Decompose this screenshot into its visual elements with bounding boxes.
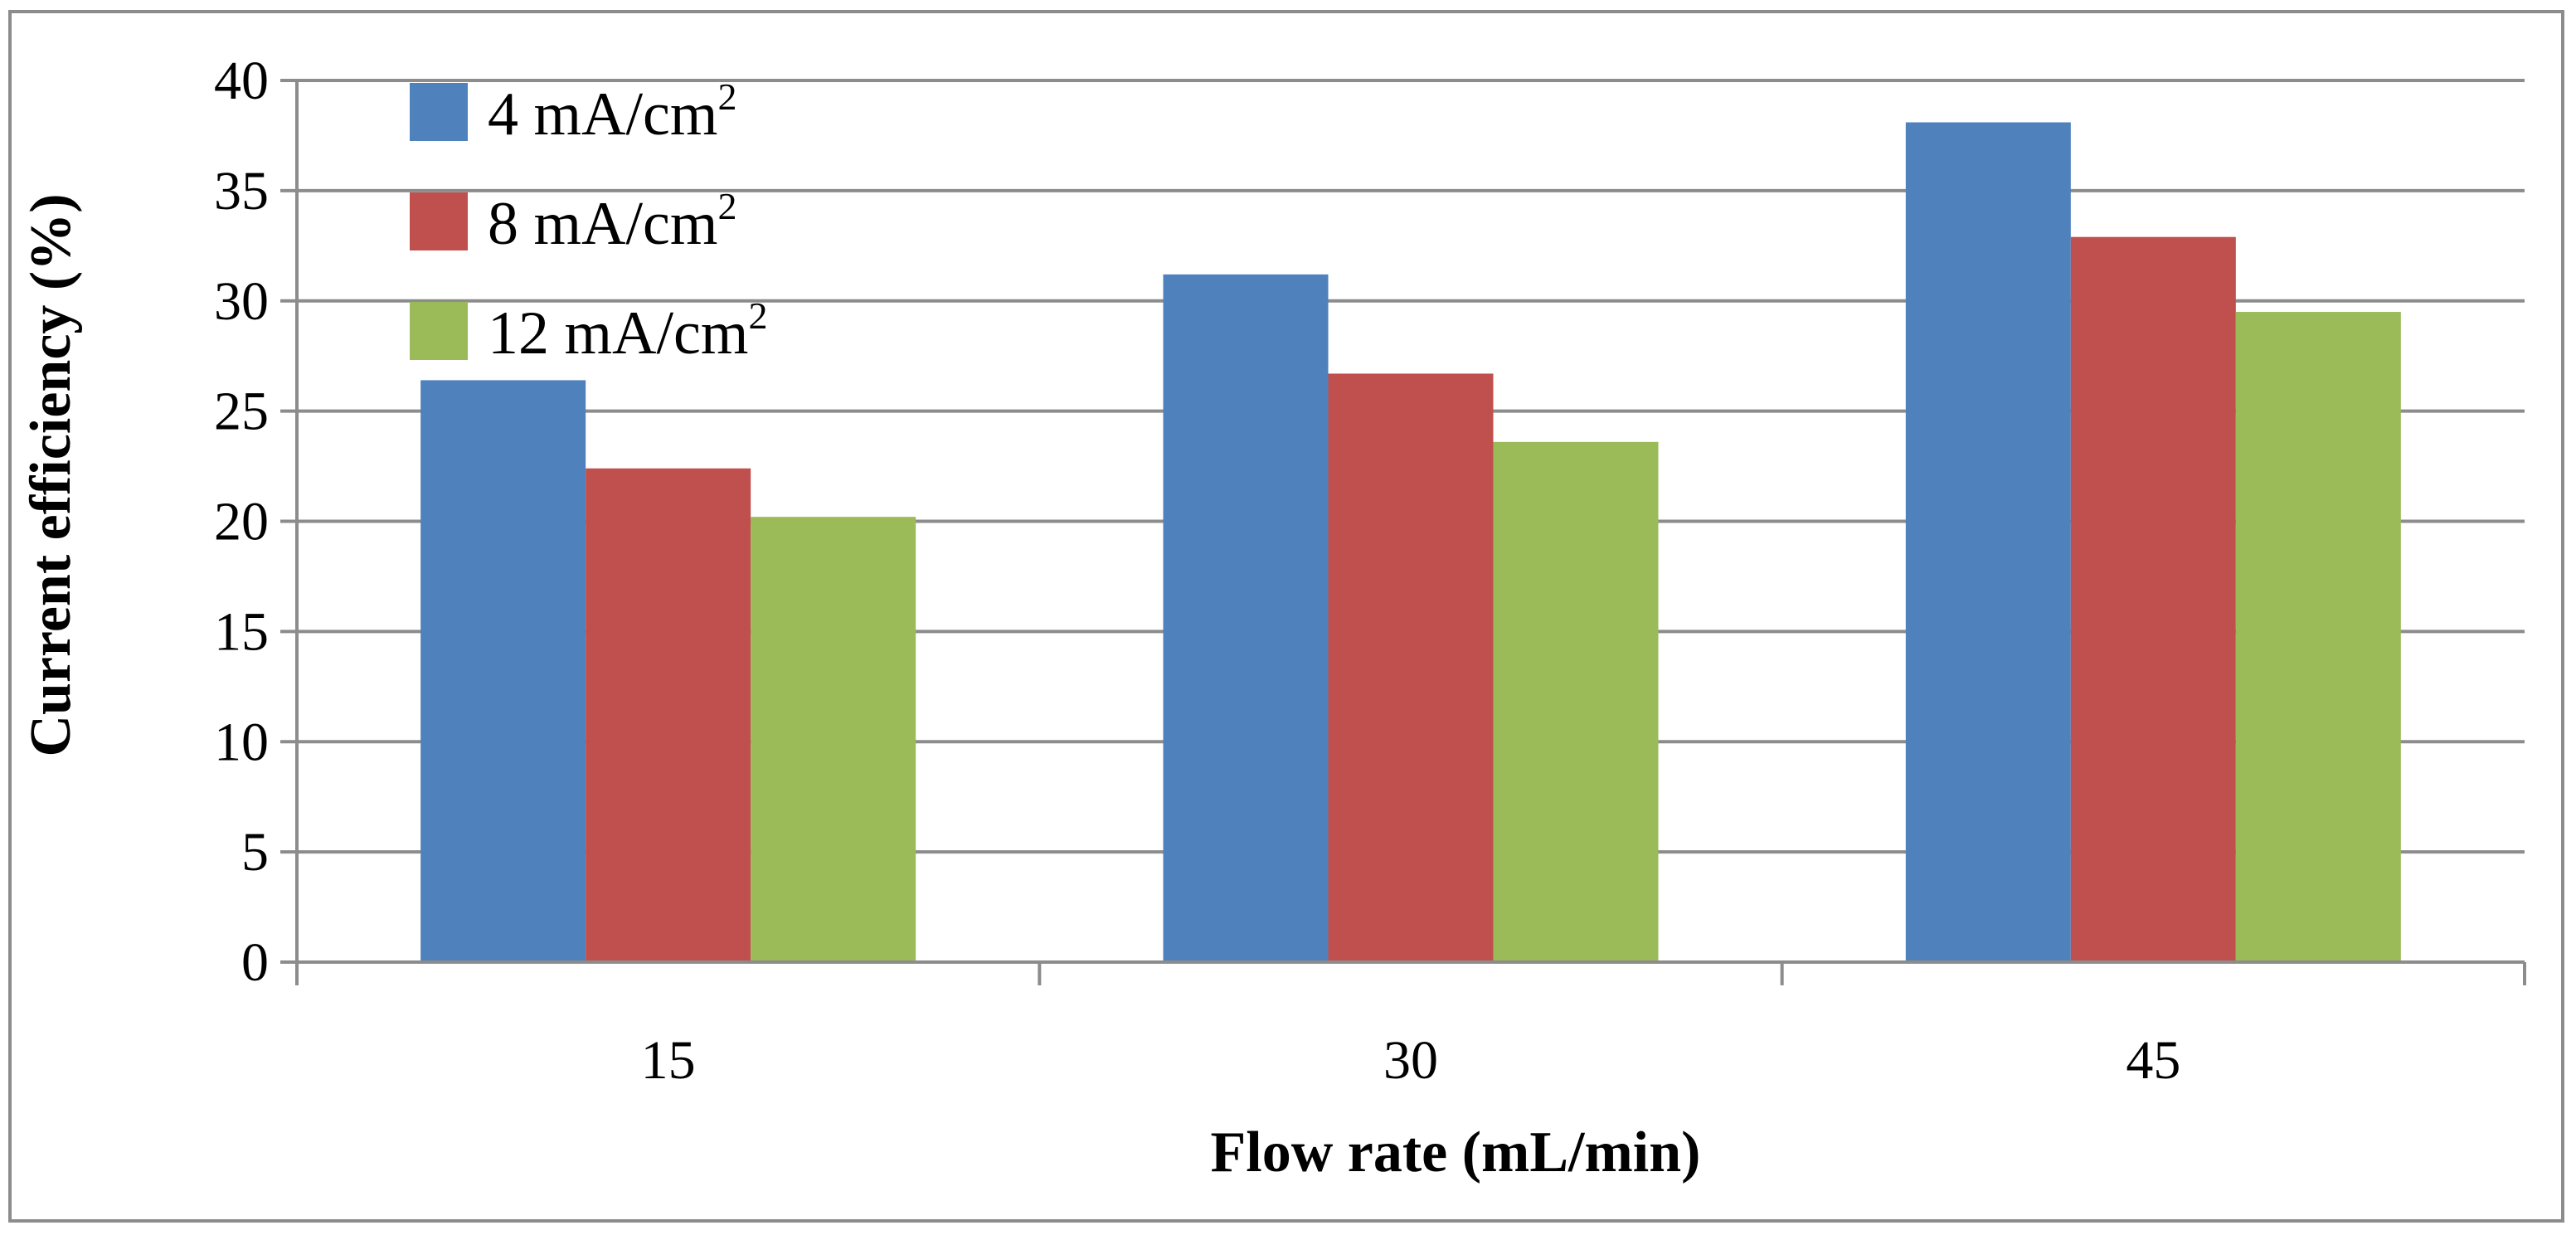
legend-swatch-2 <box>410 192 468 250</box>
bar-45-series-2 <box>2070 236 2236 962</box>
axes: 0 5 10 15 20 25 30 35 40 15 30 45 <box>214 51 2526 1091</box>
legend-swatch-3 <box>410 302 468 360</box>
y-tick-label: 0 <box>241 932 269 993</box>
legend-label-text: 4 mA/cm <box>488 80 717 148</box>
y-tick-label: 20 <box>214 492 269 552</box>
bar-30-series-2 <box>1328 373 1494 962</box>
bar-15-series-3 <box>751 517 916 962</box>
y-tick-label: 40 <box>214 51 269 111</box>
bar-45-series-3 <box>2235 312 2401 963</box>
legend-label-2: 8 mA/cm2 <box>488 185 736 258</box>
y-tick-label: 25 <box>214 382 269 442</box>
x-tick-label-45: 45 <box>2126 1030 2180 1091</box>
y-tick-label: 30 <box>214 271 269 332</box>
y-tick-label: 15 <box>214 601 269 662</box>
legend-swatch-1 <box>410 83 468 141</box>
bar-15-series-2 <box>586 468 751 962</box>
legend-label-superscript: 2 <box>717 185 736 227</box>
y-tick-label: 10 <box>214 712 269 772</box>
legend-label-superscript: 2 <box>717 75 736 118</box>
legend-label-text: 8 mA/cm <box>488 190 717 258</box>
y-tick-label: 35 <box>214 161 269 221</box>
bars <box>420 122 2401 963</box>
bar-45-series-1 <box>1905 122 2071 962</box>
legend-label-text: 12 mA/cm <box>488 299 748 367</box>
bar-30-series-3 <box>1493 441 1659 962</box>
legend-label-superscript: 2 <box>748 294 767 337</box>
legend-label-1: 4 mA/cm2 <box>488 75 736 148</box>
bar-30-series-1 <box>1163 274 1329 962</box>
y-tick-label: 5 <box>241 822 269 882</box>
x-tick-label-30: 30 <box>1383 1030 1438 1091</box>
x-tick-label-15: 15 <box>641 1030 696 1091</box>
bar-15-series-1 <box>420 380 586 962</box>
x-axis-title: Flow rate (mL/min) <box>1211 1121 1701 1184</box>
legend-label-3: 12 mA/cm2 <box>488 294 767 367</box>
y-axis-title: Current efficiency (%) <box>19 193 83 756</box>
